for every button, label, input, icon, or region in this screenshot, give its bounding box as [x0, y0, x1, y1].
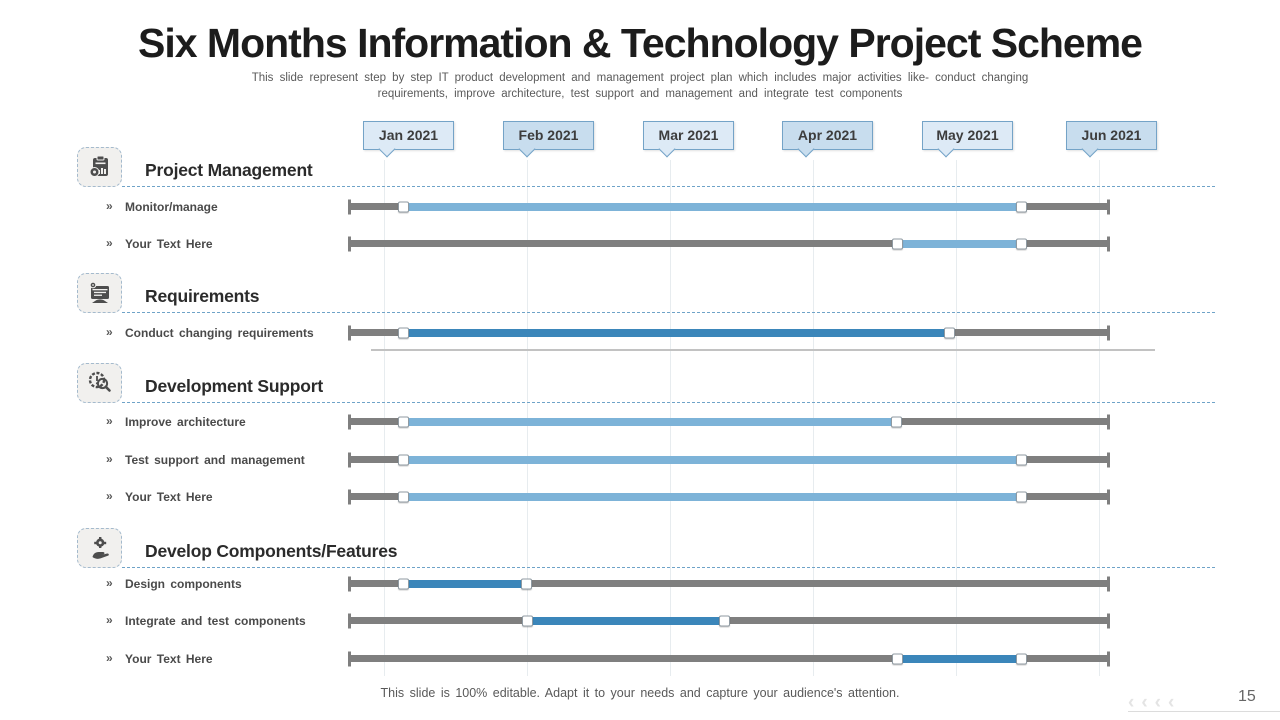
gantt-track [349, 455, 1108, 464]
gantt-track [349, 328, 1108, 337]
month-callout-mar: Mar 2021 [643, 121, 734, 150]
gantt-bar-segment [402, 417, 897, 426]
section-icon-box [77, 147, 122, 187]
task-bullet: » [106, 489, 113, 503]
gantt-bar-segment [896, 654, 1023, 663]
section-header-development-support: Development Support [0, 363, 1280, 407]
task-row: » Your Text Here [0, 649, 1280, 669]
task-row: » Your Text Here [0, 234, 1280, 254]
month-callout-jun: Jun 2021 [1066, 121, 1157, 150]
month-callout-jan: Jan 2021 [363, 121, 454, 150]
task-bullet: » [106, 613, 113, 627]
gantt-track [349, 579, 1108, 588]
gantt-track [349, 616, 1108, 625]
section-icon-box [77, 363, 122, 403]
watermark-chevrons-icon: ‹‹‹‹ [1128, 692, 1182, 713]
task-bullet: » [106, 576, 113, 590]
month-callout-feb: Feb 2021 [503, 121, 594, 150]
section-header-project-management: Project Management [0, 147, 1280, 191]
gantt-bar-segment [402, 202, 1023, 211]
hand-gear-icon [92, 537, 109, 559]
task-row: » Your Text Here [0, 487, 1280, 507]
clipboard-chart-gear-icon [89, 155, 108, 177]
task-bullet: » [106, 414, 113, 428]
task-label: Test support and management [125, 453, 305, 467]
system-window-gear-icon [89, 281, 109, 303]
gantt-track [349, 654, 1108, 663]
gantt-bar-segment [402, 579, 528, 588]
task-row: » Improve architecture [0, 412, 1280, 432]
task-bullet: » [106, 452, 113, 466]
section-separator-dashed [122, 567, 1215, 568]
task-bullet: » [106, 325, 113, 339]
task-bullet: » [106, 236, 113, 250]
subtitle-line-1: This slide represent step by step IT pro… [251, 72, 1029, 84]
watermark-line [1128, 711, 1280, 712]
task-row: » Conduct changing requirements [0, 323, 1280, 343]
badge-magnifier-icon [88, 371, 111, 392]
section-header-requirements: Requirements [0, 273, 1280, 317]
slide-subtitle: This slide represent step by step IT pro… [0, 70, 1280, 102]
task-label: Your Text Here [125, 237, 213, 251]
gantt-bar-segment [402, 328, 951, 337]
table-divider-line [371, 349, 1155, 351]
section-title: Requirements [145, 286, 260, 306]
section-separator-dashed [122, 312, 1215, 313]
gantt-track [349, 202, 1108, 211]
section-title: Development Support [145, 376, 324, 396]
task-bullet: » [106, 199, 113, 213]
footer-note: This slide is 100% editable. Adapt it to… [380, 686, 900, 700]
gantt-bar-segment [402, 455, 1023, 464]
gantt-track [349, 239, 1108, 248]
month-callout-apr: Apr 2021 [782, 121, 873, 150]
task-label: Integrate and test components [125, 614, 306, 628]
task-row: » Design components [0, 574, 1280, 594]
section-title: Project Management [145, 160, 313, 180]
subtitle-line-2: requirements, improve architecture, test… [377, 88, 903, 100]
task-label: Your Text Here [125, 490, 213, 504]
gantt-track [349, 492, 1108, 501]
task-row: » Test support and management [0, 450, 1280, 470]
task-label: Conduct changing requirements [125, 326, 314, 340]
gantt-bar-segment [896, 239, 1023, 248]
month-callout-may: May 2021 [922, 121, 1013, 150]
section-title: Develop Components/Features [145, 541, 398, 561]
task-bullet: » [106, 651, 113, 665]
task-label: Design components [125, 577, 242, 591]
task-label: Improve architecture [125, 415, 246, 429]
task-row: » Integrate and test components [0, 611, 1280, 631]
section-header-develop-components: Develop Components/Features [0, 528, 1280, 572]
gantt-bar-segment [527, 616, 725, 625]
task-label: Monitor/manage [125, 200, 218, 214]
section-separator-dashed [122, 402, 1215, 403]
section-separator-dashed [122, 186, 1215, 187]
section-icon-box [77, 273, 122, 313]
task-row: » Monitor/manage [0, 197, 1280, 217]
section-icon-box [77, 528, 122, 568]
gantt-bar-segment [402, 492, 1023, 501]
task-label: Your Text Here [125, 652, 213, 666]
page-number: 15 [1238, 688, 1256, 705]
slide-title: Six Months Information & Technology Proj… [138, 20, 1143, 66]
gantt-track [349, 417, 1108, 426]
